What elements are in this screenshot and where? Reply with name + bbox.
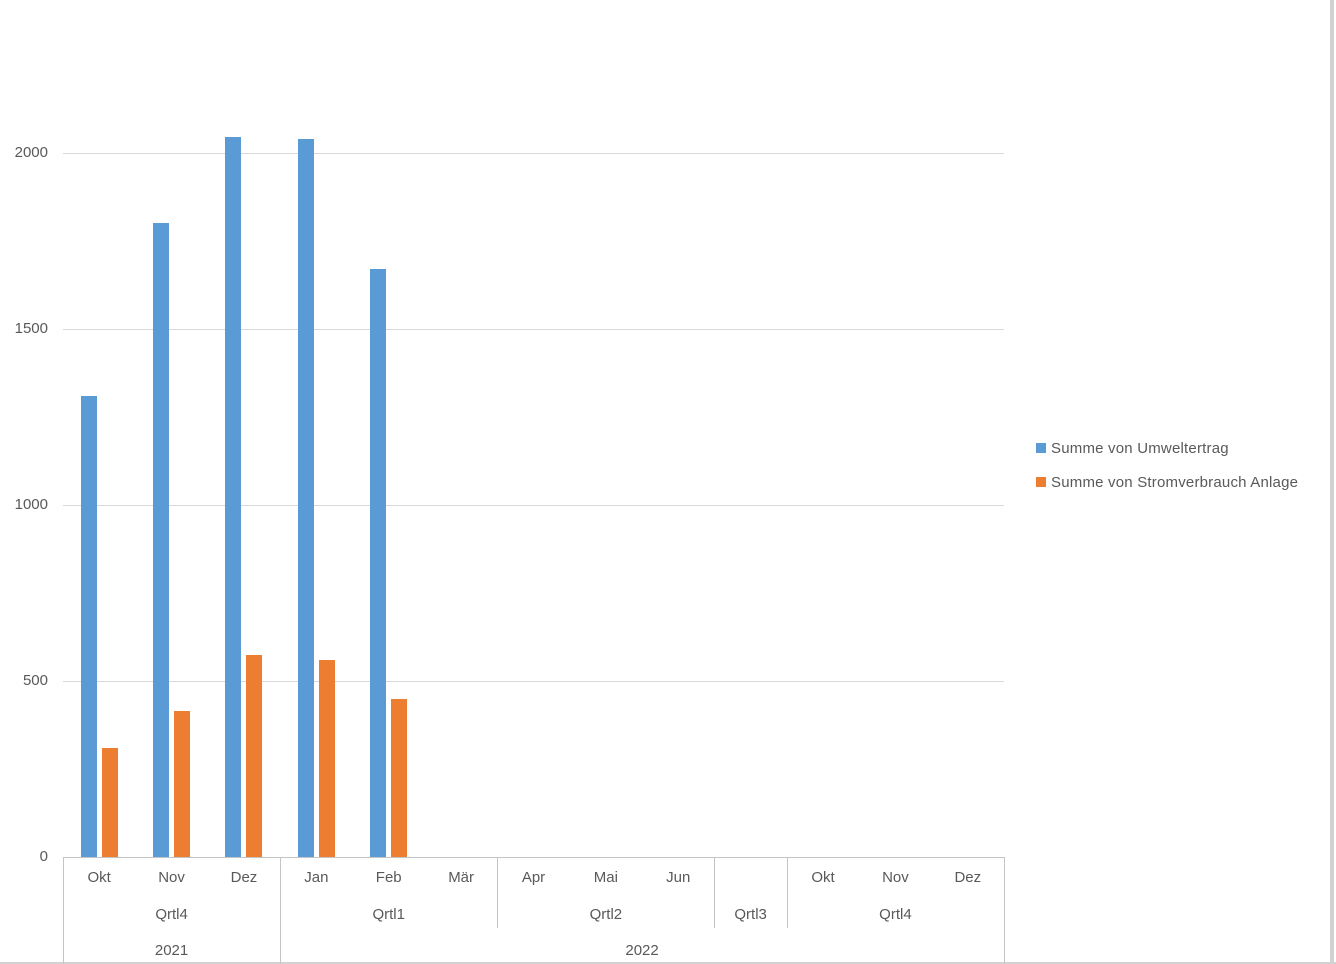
- y-axis-tick-label: 1000: [14, 496, 48, 513]
- umweltertrag-bar: [225, 137, 242, 857]
- quarter-label: Qrtl3: [734, 906, 767, 923]
- y-axis-tick-label: 500: [22, 672, 48, 689]
- gridline: [63, 153, 1004, 154]
- y-axis-tick-label: 2000: [14, 144, 48, 161]
- window-bottom-edge: [0, 962, 1336, 964]
- month-label: Nov: [882, 869, 909, 886]
- month-label: Okt: [87, 869, 111, 886]
- gridline: [63, 329, 1004, 330]
- umweltertrag-bar: [370, 269, 387, 857]
- legend: Summe von Umweltertrag Summe von Stromve…: [1036, 437, 1298, 505]
- legend-label: Summe von Stromverbrauch Anlage: [1051, 473, 1299, 491]
- gridline: [63, 681, 1004, 682]
- umweltertrag-bar: [80, 395, 97, 857]
- quarter-label: Qrtl1: [372, 906, 405, 923]
- umweltertrag-bar: [297, 138, 314, 857]
- x-axis-line: [63, 857, 1004, 858]
- axis-separator-year: [63, 857, 64, 964]
- legend-item: Summe von Stromverbrauch Anlage: [1036, 471, 1298, 493]
- legend-label: Summe von Umweltertrag: [1051, 439, 1229, 457]
- month-label: Dez: [954, 869, 982, 886]
- month-label: Mär: [448, 869, 475, 886]
- y-axis-tick-label: 1500: [14, 320, 48, 337]
- quarter-label: Qrtl2: [589, 906, 623, 923]
- month-label: Apr: [521, 869, 546, 886]
- legend-swatch-umweltertrag: [1036, 443, 1046, 453]
- legend-item: Summe von Umweltertrag: [1036, 437, 1298, 459]
- legend-swatch-stromverbrauch: [1036, 477, 1046, 487]
- window-right-edge: [1330, 0, 1334, 964]
- axis-separator-year: [280, 857, 282, 964]
- stromverbrauch-bar: [174, 710, 191, 857]
- month-label: Okt: [811, 869, 835, 886]
- quarter-label: Qrtl4: [879, 906, 912, 923]
- umweltertrag-bar: [153, 223, 170, 857]
- stromverbrauch-bar: [318, 659, 335, 857]
- stromverbrauch-bar: [391, 698, 408, 857]
- quarter-label: Qrtl4: [155, 906, 188, 923]
- month-label: Dez: [230, 869, 258, 886]
- month-label: Mai: [593, 869, 618, 886]
- year-label: 2022: [625, 942, 659, 959]
- year-label: 2021: [154, 942, 189, 959]
- axis-separator-quarter: [714, 857, 716, 928]
- month-label: Feb: [375, 869, 402, 886]
- month-label: Nov: [158, 869, 185, 886]
- month-label: Jun: [666, 869, 691, 886]
- y-axis-tick-label: 0: [39, 848, 48, 865]
- axis-separator-year: [1004, 857, 1005, 964]
- month-label: Jan: [304, 869, 329, 886]
- stromverbrauch-bar: [246, 654, 263, 857]
- axis-separator-quarter: [786, 857, 788, 928]
- gridline: [63, 505, 1004, 506]
- axis-separator-quarter: [497, 857, 499, 928]
- stromverbrauch-bar: [101, 747, 118, 857]
